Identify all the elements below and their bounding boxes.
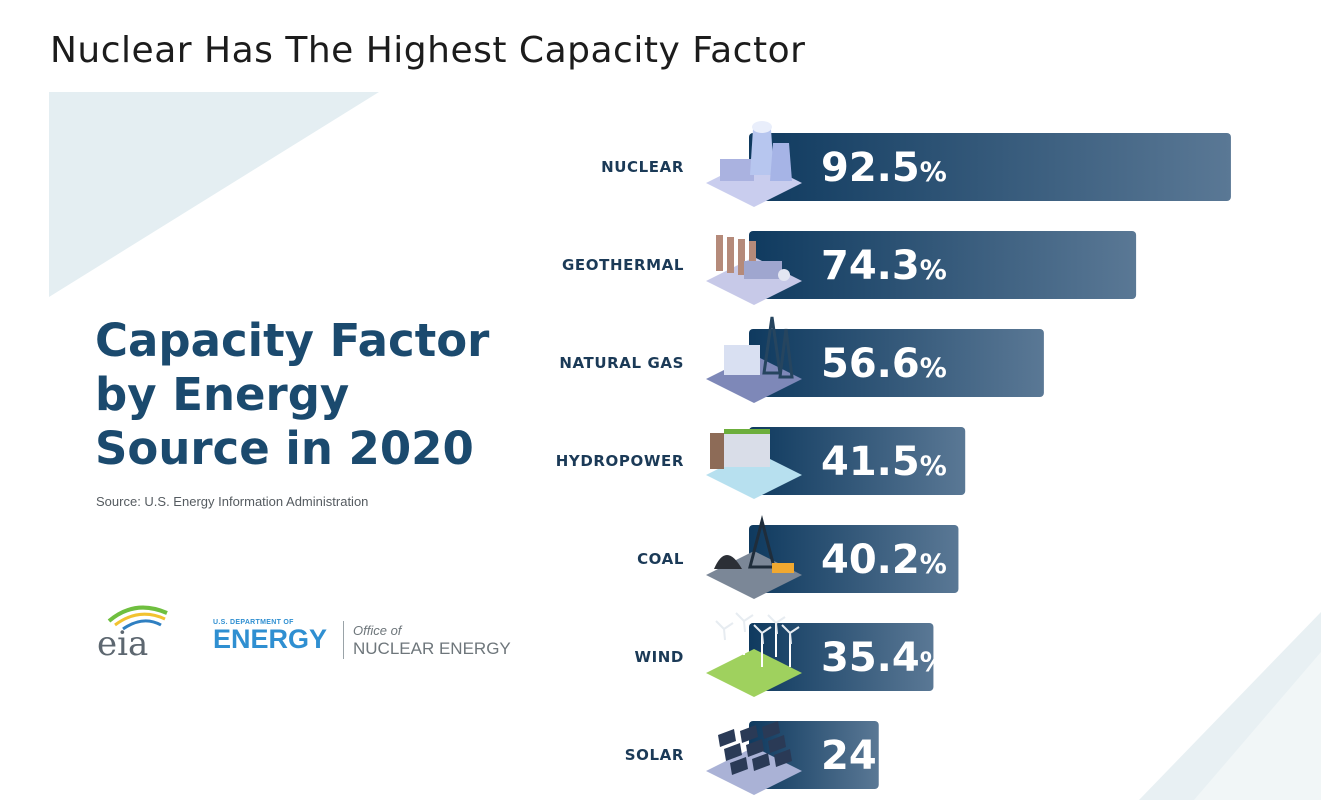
category-label: GEOTHERMAL — [562, 256, 684, 274]
icon-solar-panel — [746, 739, 764, 757]
geothermal-plant-icon — [706, 235, 802, 305]
bar-row: NATURAL GAS 56.6% — [559, 316, 1044, 403]
category-label: WIND — [634, 648, 684, 666]
icon-coal-pile — [714, 555, 742, 569]
chart-title-line: Capacity Factor — [95, 314, 490, 367]
bar — [749, 427, 966, 495]
icon-turbine-blades — [781, 624, 800, 645]
logo-divider — [343, 621, 344, 659]
icon-solar-panel — [752, 753, 770, 771]
category-label: NUCLEAR — [601, 158, 684, 176]
icon-grass — [724, 429, 770, 434]
value-label: 35.4% — [821, 635, 947, 681]
icon-turbine-blades — [767, 614, 786, 635]
icon-chimney — [749, 241, 756, 277]
icon-derrick — [762, 316, 782, 375]
hydropower-dam-icon — [706, 429, 802, 499]
bar — [749, 133, 1231, 201]
bar-chart: NUCLEAR 92.5% GEOTHERMAL 74.3% NATURAL GAS 56… — [556, 121, 1231, 795]
doe-logo: U.S. DEPARTMENT OF ENERGY Office of NUCL… — [213, 619, 543, 663]
category-label: HYDROPOWER — [556, 452, 684, 470]
decor-triangle-bottom-right-inner — [1194, 652, 1321, 800]
icon-cooling-tower — [770, 143, 792, 181]
solar-farm-icon — [706, 721, 802, 795]
eia-logo: eia — [97, 605, 168, 663]
nuclear-plant-icon — [706, 121, 802, 207]
icon-turbine-blades — [735, 612, 754, 633]
bar-row: SOLAR 24.9% — [625, 721, 947, 795]
doe-logo-wordmark: ENERGY — [213, 624, 328, 654]
decor-triangle-top-left — [49, 92, 379, 297]
value-label: 56.6% — [821, 341, 947, 387]
icon-chimney — [738, 239, 745, 275]
value-label: 74.3% — [821, 243, 947, 289]
bar-row: NUCLEAR 92.5% — [601, 121, 1231, 207]
coal-mine-icon — [706, 515, 802, 599]
bar-row: WIND 35.4% — [634, 612, 947, 697]
icon-solar-panel — [774, 749, 792, 767]
doe-logo-small-text: U.S. DEPARTMENT OF — [213, 619, 294, 626]
value-label: 40.2% — [821, 537, 947, 583]
icon-derrick — [778, 328, 794, 379]
chart-title: Capacity Factor by Energy Source in 2020 — [95, 314, 489, 476]
source-note: Source: U.S. Energy Information Administ… — [96, 494, 369, 509]
icon-solar-panel — [740, 725, 758, 743]
icon-steam — [752, 121, 772, 133]
bar-row: HYDROPOWER 41.5% — [556, 427, 966, 499]
office-name-text: NUCLEAR ENERGY — [353, 639, 511, 658]
icon-truck — [772, 563, 794, 573]
eia-logo-wordmark: eia — [97, 624, 148, 663]
icon-cliff — [710, 433, 724, 469]
chart-title-line: by Energy — [95, 368, 350, 421]
icon-solar-panel — [768, 735, 786, 753]
value-label: 41.5% — [821, 439, 947, 485]
bar — [749, 329, 1044, 397]
logo-row: eia U.S. DEPARTMENT OF ENERGY Office of … — [95, 597, 535, 667]
icon-solar-panel — [724, 743, 742, 761]
office-of-text: Office of — [353, 623, 402, 638]
icon-solar-panel — [718, 729, 736, 747]
icon-dam — [724, 431, 770, 467]
icon-chimney — [716, 235, 723, 271]
icon-turbine-blades — [753, 624, 772, 645]
icon-base — [706, 649, 802, 697]
page-title: Nuclear Has The Highest Capacity Factor — [50, 30, 806, 71]
icon-cooling-tower — [750, 129, 774, 175]
eia-logo-swoosh-blue — [122, 619, 162, 631]
icon-building — [720, 159, 754, 181]
eia-logo-swoosh-yellow — [114, 612, 166, 627]
icon-building — [744, 261, 782, 279]
icon-solar-panel — [762, 721, 780, 739]
chart-title-line: Source in 2020 — [95, 422, 474, 475]
background-decoration — [49, 92, 1321, 800]
natural-gas-plant-icon — [706, 316, 802, 403]
icon-headframe — [748, 515, 776, 569]
bar-row: GEOTHERMAL 74.3% — [562, 231, 1137, 305]
icon-tank — [778, 269, 790, 281]
wind-farm-icon — [706, 612, 802, 697]
bar-row: COAL 40.2% — [637, 515, 959, 599]
bar — [749, 525, 959, 593]
icon-turbine-blades — [715, 620, 734, 641]
icon-solar-panel — [730, 757, 748, 775]
category-label: COAL — [637, 550, 684, 568]
bar — [749, 231, 1137, 299]
value-label: 92.5% — [821, 145, 947, 191]
infographic: Capacity Factor by Energy Source in 2020… — [49, 92, 1321, 800]
icon-chimney — [727, 237, 734, 273]
category-label: NATURAL GAS — [559, 354, 684, 372]
eia-logo-swoosh-green — [107, 605, 168, 623]
category-label: SOLAR — [625, 746, 684, 764]
value-label: 24.9% — [821, 733, 947, 779]
icon-building — [724, 345, 760, 375]
